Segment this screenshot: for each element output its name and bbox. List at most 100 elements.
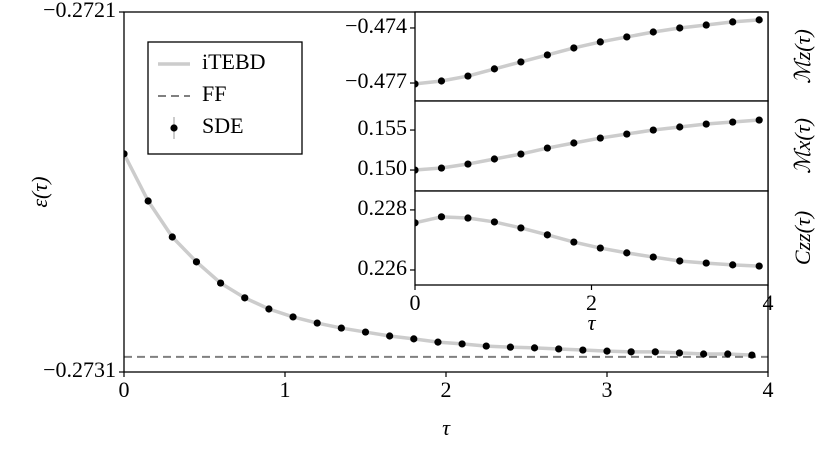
data-point <box>415 166 419 174</box>
plot-layer <box>124 150 768 359</box>
legend-label: FF <box>202 81 226 106</box>
data-point <box>676 123 684 131</box>
x-axis-label: τ <box>588 310 597 335</box>
data-line <box>415 215 760 268</box>
data-point <box>676 257 684 265</box>
data-point <box>596 38 604 46</box>
x-tick-label: 2 <box>586 290 597 315</box>
x-tick-label: 2 <box>441 377 452 402</box>
data-point <box>437 77 446 85</box>
data-point <box>192 258 201 266</box>
data-point <box>289 313 297 321</box>
x-tick-label: 4 <box>763 377 774 402</box>
data-point <box>490 65 499 73</box>
y-tick-label: −0.2731 <box>43 357 116 382</box>
legend-label: iTEBD <box>202 49 266 74</box>
data-point <box>490 155 499 163</box>
x-tick-label: 0 <box>119 377 130 402</box>
y-tick-label: 0.228 <box>358 195 408 220</box>
data-point <box>415 219 419 227</box>
data-point <box>517 58 525 66</box>
data-point <box>464 160 472 168</box>
data-point <box>702 259 710 267</box>
data-point <box>623 130 631 138</box>
data-line <box>415 118 760 172</box>
x-tick-label: 4 <box>763 290 774 315</box>
data-point <box>437 164 446 172</box>
data-point <box>729 118 737 126</box>
y-tick-label: 0.155 <box>358 115 408 140</box>
x-tick-label: 3 <box>602 377 613 402</box>
plot-layer <box>415 213 763 270</box>
data-point <box>555 345 563 353</box>
data-point <box>570 139 578 147</box>
data-point <box>434 338 442 346</box>
data-point <box>361 328 370 336</box>
data-point <box>579 346 587 354</box>
data-point <box>649 28 657 36</box>
y-axis-label: Czz(τ) <box>790 211 815 265</box>
y-tick-label: −0.2721 <box>43 0 116 22</box>
data-point <box>543 51 551 59</box>
data-point <box>410 335 418 343</box>
data-point <box>603 347 611 355</box>
data-point <box>627 348 635 356</box>
data-line <box>415 18 760 86</box>
data-point <box>570 44 578 52</box>
data-point <box>596 134 604 142</box>
data-point <box>543 231 551 239</box>
data-point <box>748 351 756 359</box>
data-point <box>676 24 684 32</box>
data-point <box>313 319 321 327</box>
data-point <box>700 350 708 358</box>
y-axis-label: ε(τ) <box>27 176 52 207</box>
data-point <box>265 305 273 313</box>
data-point <box>729 18 737 26</box>
data-point <box>241 294 249 302</box>
data-point <box>675 349 684 357</box>
data-point <box>570 238 578 246</box>
data-point <box>651 348 659 356</box>
data-point <box>464 214 472 222</box>
data-point <box>464 72 472 80</box>
plot-layer <box>415 16 763 88</box>
data-point <box>437 213 446 221</box>
data-point <box>482 342 490 350</box>
data-point <box>724 350 732 358</box>
legend-marker <box>170 124 178 132</box>
data-point <box>530 344 539 352</box>
data-point <box>490 218 499 226</box>
data-point <box>623 249 631 257</box>
data-point <box>386 332 394 340</box>
data-point <box>517 224 525 232</box>
data-point <box>517 150 525 158</box>
y-tick-label: −0.477 <box>345 68 407 93</box>
y-tick-label: 0.150 <box>358 155 408 180</box>
y-tick-label: −0.474 <box>345 13 407 38</box>
data-point <box>506 343 514 351</box>
data-point <box>702 21 710 29</box>
data-point <box>729 261 737 269</box>
data-point <box>596 244 604 252</box>
plot-area <box>415 191 768 285</box>
data-point <box>217 279 225 287</box>
data-point <box>623 33 631 41</box>
data-point <box>702 120 710 128</box>
data-point <box>458 340 466 348</box>
data-point <box>168 233 176 241</box>
data-point <box>755 116 763 124</box>
y-tick-label: 0.226 <box>358 255 408 280</box>
data-point <box>755 262 763 270</box>
data-point <box>543 144 551 152</box>
y-axis-label: ℳx(τ) <box>790 118 815 174</box>
x-tick-label: 1 <box>280 377 291 402</box>
data-point <box>415 80 419 88</box>
data-point <box>124 150 128 158</box>
x-tick-label: 0 <box>410 290 421 315</box>
legend-label: SDE <box>202 113 244 138</box>
x-axis-label: τ <box>442 415 451 440</box>
data-point <box>144 197 152 205</box>
plot-area <box>415 101 768 191</box>
data-point <box>755 16 763 24</box>
